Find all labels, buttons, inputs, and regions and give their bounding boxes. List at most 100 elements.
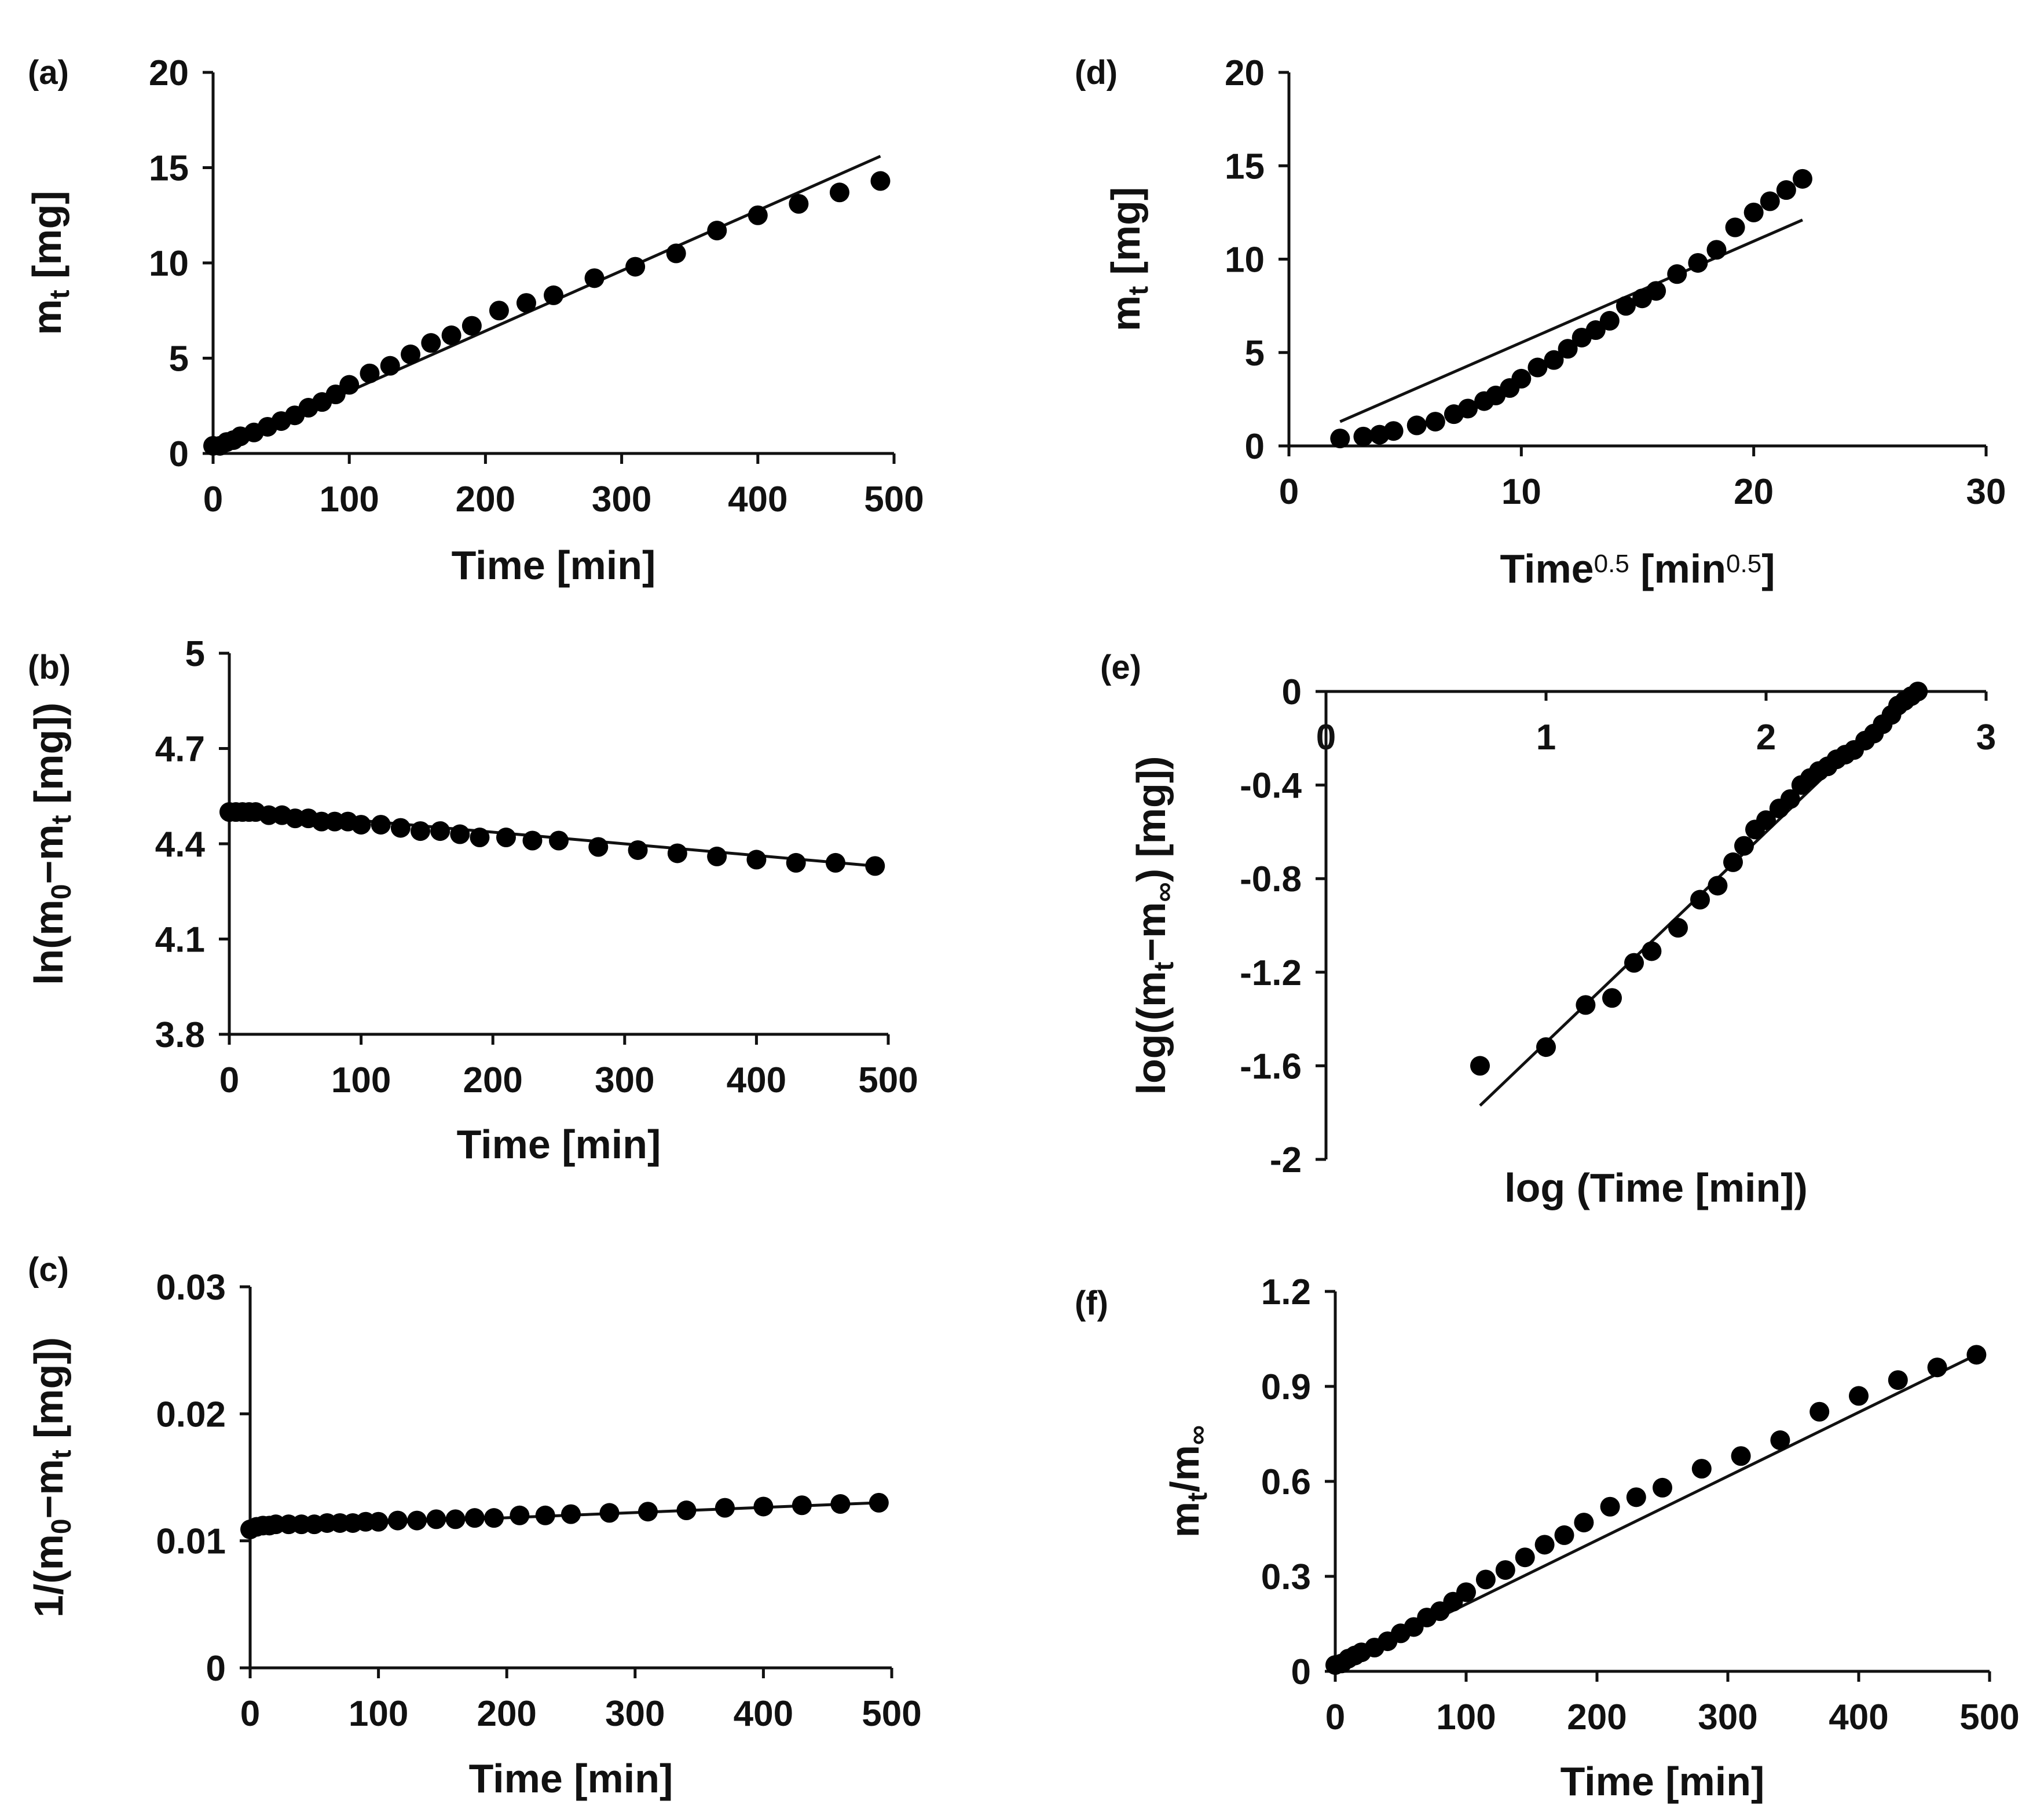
label-part: −m (1129, 902, 1174, 961)
data-point (535, 1505, 555, 1525)
x-tick-label: 0 (1316, 718, 1336, 757)
x-tick-label: 500 (1959, 1697, 2019, 1737)
data-point (748, 205, 768, 225)
y-axis-title: ln(m0−mt [mg]) (26, 702, 77, 985)
data-point (1425, 412, 1445, 432)
x-tick-label: 30 (1966, 472, 2006, 512)
data-point (1599, 310, 1620, 331)
y-tick-label: -1.2 (1240, 953, 1302, 993)
label-part: 1/(m (26, 1534, 71, 1617)
x-tick-label: 1 (1536, 718, 1556, 757)
y-tick-label: 0.03 (156, 1268, 226, 1308)
data-point (450, 824, 470, 844)
y-axis-title: log((mt−m∞) [mg]) (1129, 756, 1179, 1095)
data-point (1458, 398, 1478, 419)
fit-line (1339, 218, 1803, 423)
label-part: t (46, 815, 77, 824)
data-point (489, 301, 509, 321)
x-tick-label: 0 (240, 1694, 260, 1734)
label-part: m (1162, 1502, 1207, 1538)
label-part: [min (1629, 546, 1726, 591)
y-tick-label: 3.8 (155, 1015, 205, 1055)
data-point (1653, 1477, 1672, 1498)
data-point (792, 1495, 812, 1516)
data-point (588, 837, 609, 857)
data-point (1927, 1357, 1947, 1378)
data-point (1723, 852, 1743, 872)
data-point (1576, 995, 1596, 1015)
label-part: ∞ (1149, 882, 1179, 902)
data-point (441, 325, 461, 346)
x-tick-label: 400 (728, 480, 787, 519)
data-point (1536, 1037, 1556, 1057)
x-tick-label: 3 (1976, 718, 1996, 757)
x-axis-title: Time [min] (452, 543, 656, 588)
y-tick-label: 0.6 (1261, 1462, 1311, 1502)
panel-f: (f) 0 0.3 0.6 0.9 1.2 0 100 200 300 400 500 Time [mi… (1075, 1272, 2020, 1804)
data-point (426, 1509, 446, 1529)
y-tick-label: 0 (169, 434, 189, 474)
data-point (1642, 941, 1662, 961)
data-point (1780, 789, 1800, 809)
data-point (1760, 191, 1780, 211)
data-point (371, 815, 391, 835)
data-point (628, 840, 648, 860)
y-axis-title: 1/(m0−mt [mg]) (26, 1337, 77, 1617)
data-point (1734, 836, 1754, 856)
data-point (360, 363, 380, 383)
panel-b: (b) 3.8 4.1 4.4 4.7 5 0 100 200 300 400 500 Time [mi… (26, 634, 918, 1167)
label-part: 0.5 (1726, 550, 1761, 578)
data-point (339, 375, 360, 395)
y-tick-label: 0 (1245, 427, 1265, 467)
x-tick-label: 20 (1734, 472, 1774, 512)
y-tick-label: 15 (1225, 147, 1265, 186)
y-tick-label: 20 (149, 53, 189, 93)
x-tick-label: 400 (1829, 1697, 1888, 1737)
label-part: Time (1500, 546, 1594, 591)
data-point (1470, 1056, 1490, 1076)
x-axis-title: Time [min] (457, 1122, 661, 1167)
data-point (1515, 1547, 1535, 1568)
data-point (387, 1510, 408, 1531)
x-tick-label: 0 (1325, 1697, 1345, 1737)
data-point (1534, 1535, 1555, 1555)
x-tick-label: 500 (864, 480, 924, 519)
x-tick-label: 300 (1698, 1697, 1757, 1737)
data-point (1406, 415, 1427, 435)
data-point (1776, 180, 1796, 200)
y-tick-label: 10 (149, 244, 189, 284)
x-tick-label: 2 (1756, 718, 1776, 757)
data-point (411, 821, 431, 841)
data-point (584, 268, 605, 288)
data-point (825, 852, 845, 873)
data-point (484, 1508, 504, 1528)
data-point (544, 285, 563, 305)
data-point (421, 333, 441, 353)
y-tick-label: 1.2 (1261, 1272, 1311, 1312)
data-point (549, 830, 569, 851)
data-point (599, 1503, 620, 1523)
data-point (1544, 350, 1564, 370)
data-point (1646, 281, 1666, 301)
label-part: t (1149, 962, 1179, 971)
data-point (753, 1496, 774, 1517)
data-point (1691, 1459, 1712, 1479)
x-tick-label: 0 (219, 1060, 239, 1100)
y-tick-label: -2 (1270, 1140, 1302, 1180)
label-part: [mg]) (26, 702, 71, 815)
data-point (1527, 357, 1548, 378)
data-point (1624, 953, 1644, 973)
label-part: 0 (46, 1518, 77, 1534)
x-tick-label: 100 (1436, 1697, 1496, 1737)
x-tick-label: 200 (1567, 1697, 1627, 1737)
data-point (1688, 252, 1708, 273)
y-tick-label: 0 (1291, 1652, 1311, 1692)
x-tick-label: 400 (727, 1060, 786, 1100)
data-point (496, 828, 516, 848)
label-part: m (24, 299, 69, 335)
data-point (368, 1511, 389, 1532)
label-part: 0 (46, 884, 77, 900)
data-point (390, 818, 411, 838)
data-point (870, 171, 891, 191)
